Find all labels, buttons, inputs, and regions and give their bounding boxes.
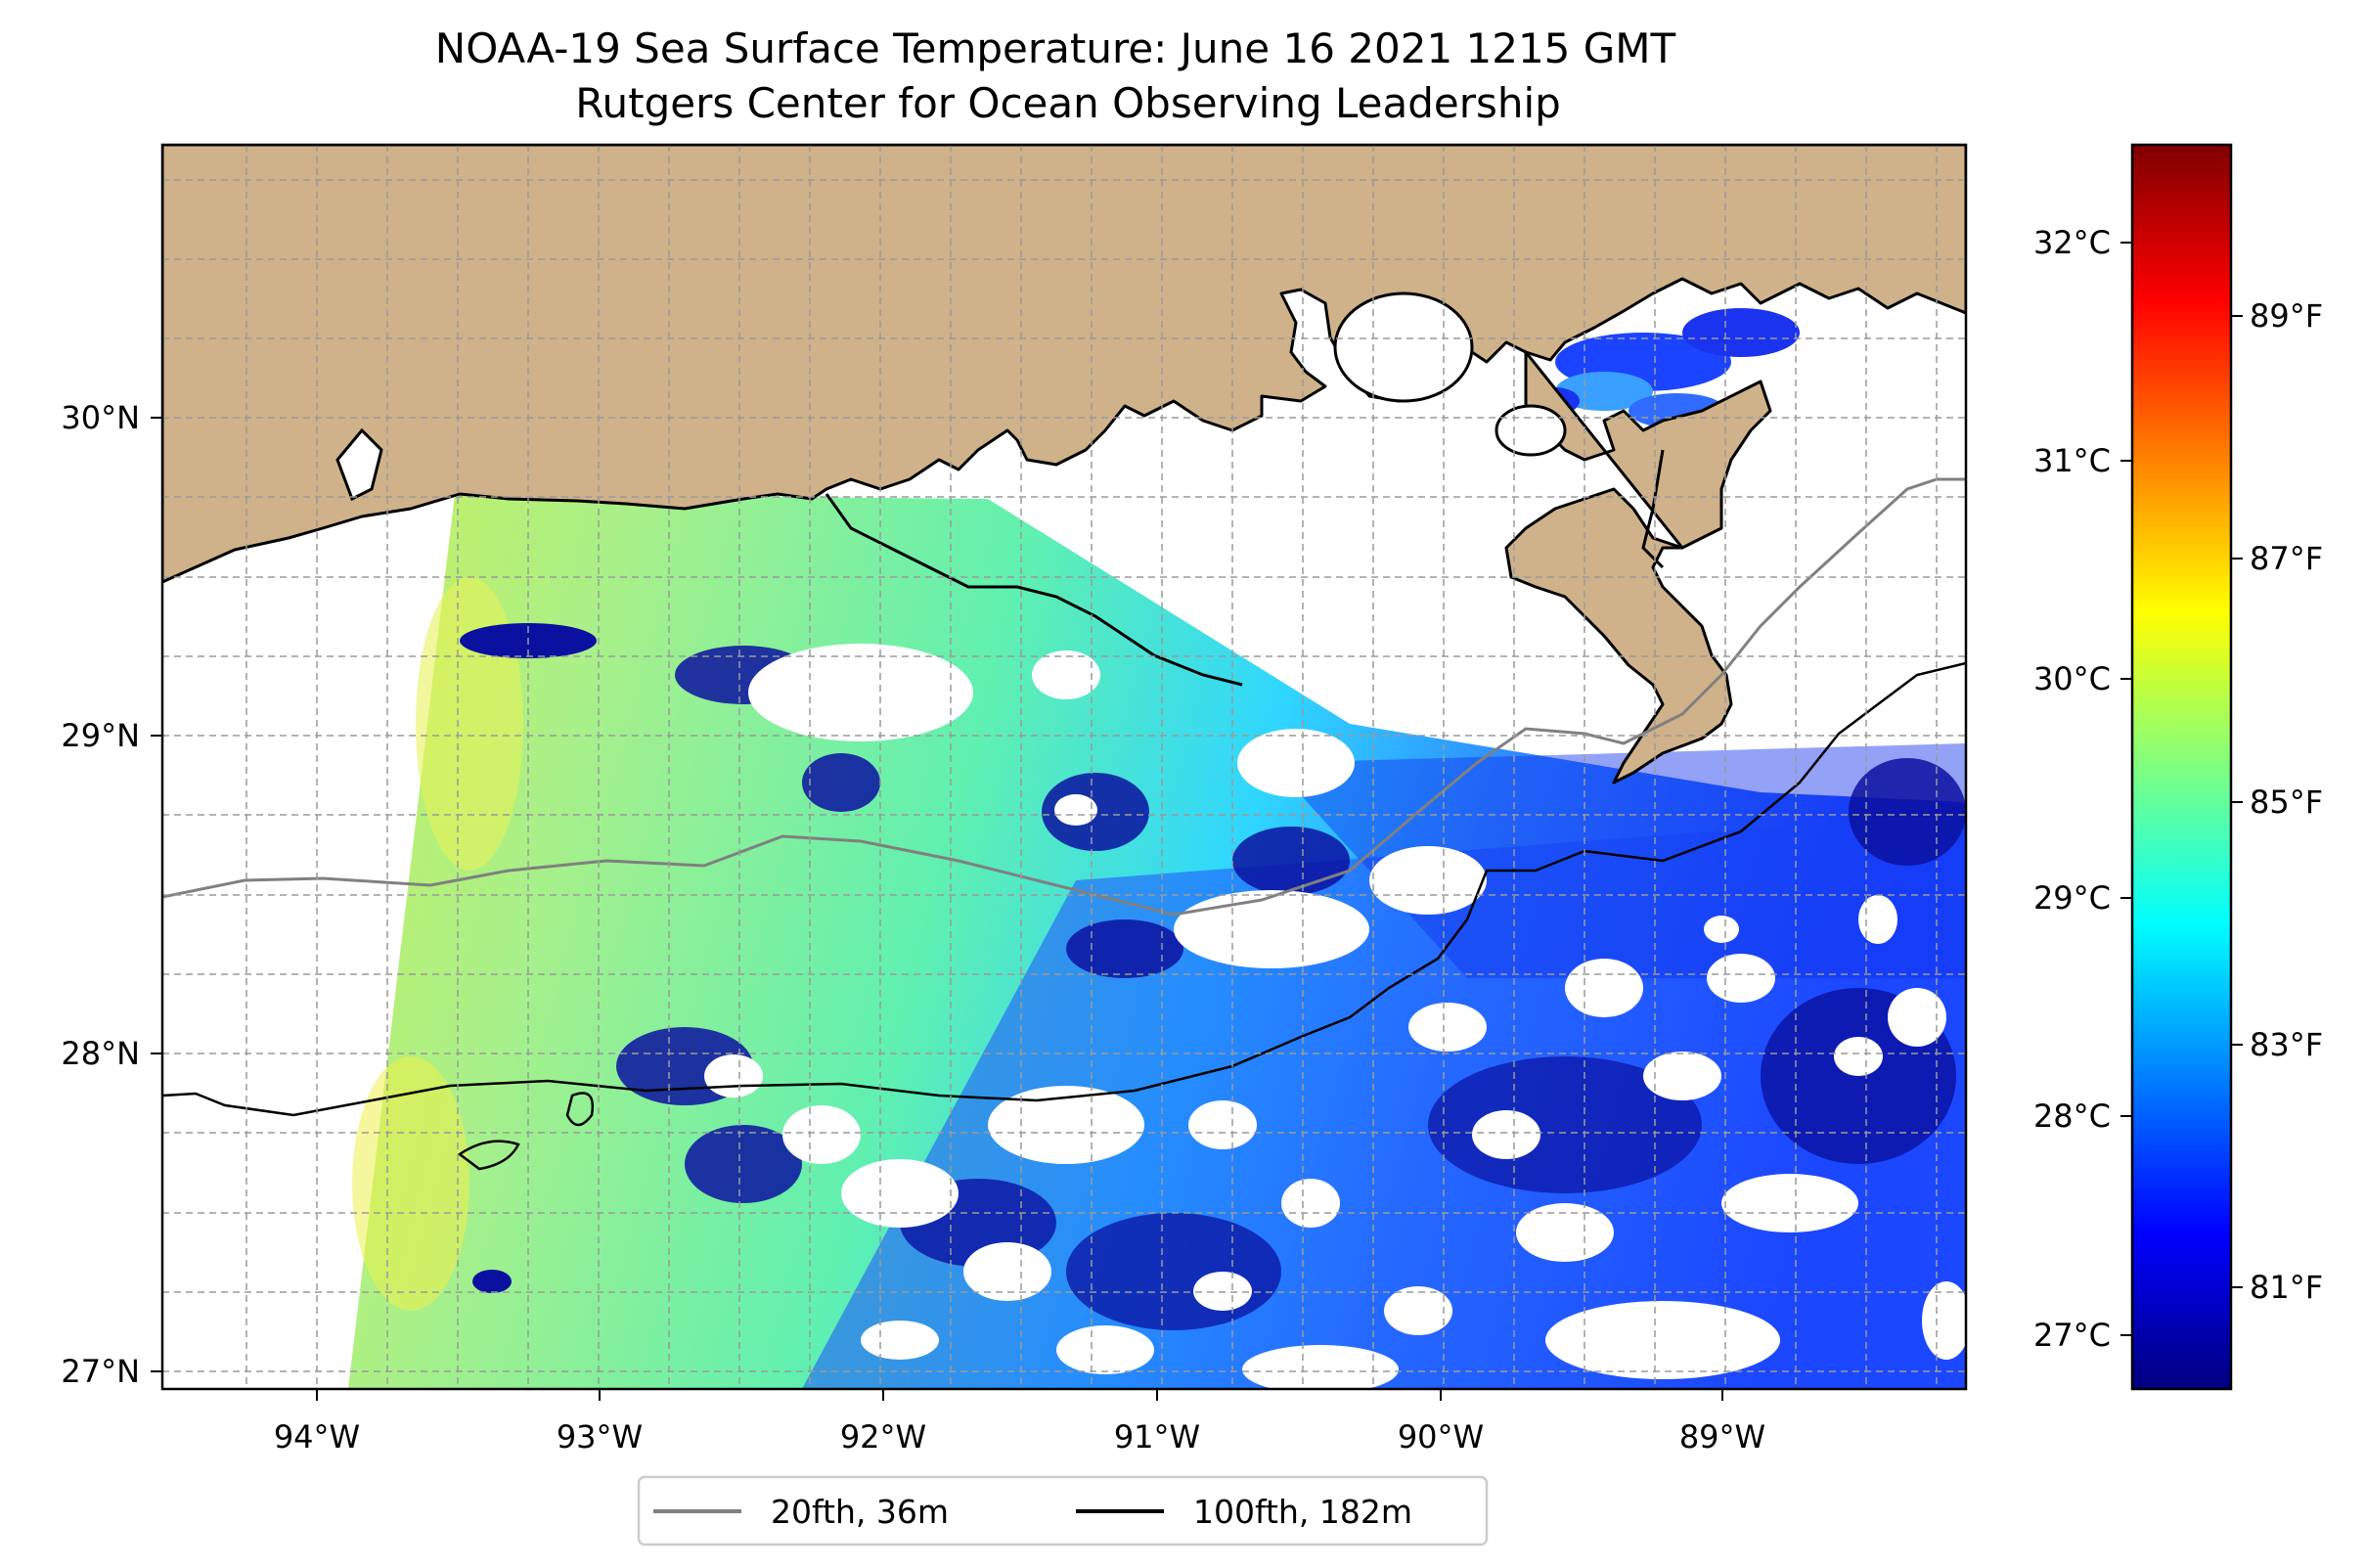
longitude-axis: 94°W 93°W 92°W 91°W 90°W 89°W: [274, 1418, 1765, 1456]
lat-tick-label: 30°N: [61, 399, 140, 436]
sst-swath: [348, 308, 1966, 1389]
lon-tick-label: 93°W: [557, 1418, 643, 1456]
fahrenheit-tick-label: 81°F: [2250, 1269, 2323, 1306]
fahrenheit-tick-label: 89°F: [2250, 297, 2323, 335]
legend: 20fth, 36m 100fth, 182m: [637, 1475, 1489, 1546]
fahrenheit-tick-label: 85°F: [2250, 784, 2323, 821]
celsius-tick-label: 29°C: [2033, 879, 2111, 917]
lon-tick-label: 91°W: [1114, 1418, 1200, 1456]
map-panel: [160, 143, 1968, 1391]
lat-tick-label: 29°N: [61, 717, 140, 754]
lon-tick-label: 94°W: [274, 1418, 360, 1456]
fahrenheit-tick-label: 87°F: [2250, 540, 2323, 577]
latitude-axis: 27°N 28°N 29°N 30°N: [61, 399, 140, 1390]
lat-tick-label: 27°N: [61, 1353, 140, 1390]
lon-tick-label: 90°W: [1398, 1418, 1484, 1456]
chart-title: NOAA-19 Sea Surface Temperature: June 16…: [435, 24, 1676, 72]
legend-label-20fth: 20fth, 36m: [771, 1493, 949, 1531]
colorbar-gradient: [2130, 143, 2233, 1391]
legend-label-100fth: 100fth, 182m: [1193, 1493, 1412, 1531]
celsius-tick-label: 27°C: [2033, 1317, 2111, 1354]
lat-tick-label: 28°N: [61, 1035, 140, 1072]
fahrenheit-tick-label: 83°F: [2250, 1026, 2323, 1063]
celsius-tick-label: 28°C: [2033, 1098, 2111, 1135]
axis-ticks: [151, 417, 1723, 1401]
celsius-tick-label: 30°C: [2033, 660, 2111, 697]
land-mass: [162, 145, 1966, 784]
celsius-tick-label: 32°C: [2033, 224, 2111, 261]
lon-tick-label: 92°W: [840, 1418, 926, 1456]
gridlines: [162, 145, 1966, 1389]
colorbar: 27°C 28°C 29°C 30°C 31°C 32°C 81°F 83°F …: [2033, 143, 2323, 1391]
contour-20fth: [162, 477, 1966, 917]
lon-tick-label: 89°W: [1679, 1418, 1765, 1456]
chart-subtitle: Rutgers Center for Ocean Observing Leade…: [575, 79, 1561, 127]
celsius-tick-label: 31°C: [2033, 442, 2111, 479]
